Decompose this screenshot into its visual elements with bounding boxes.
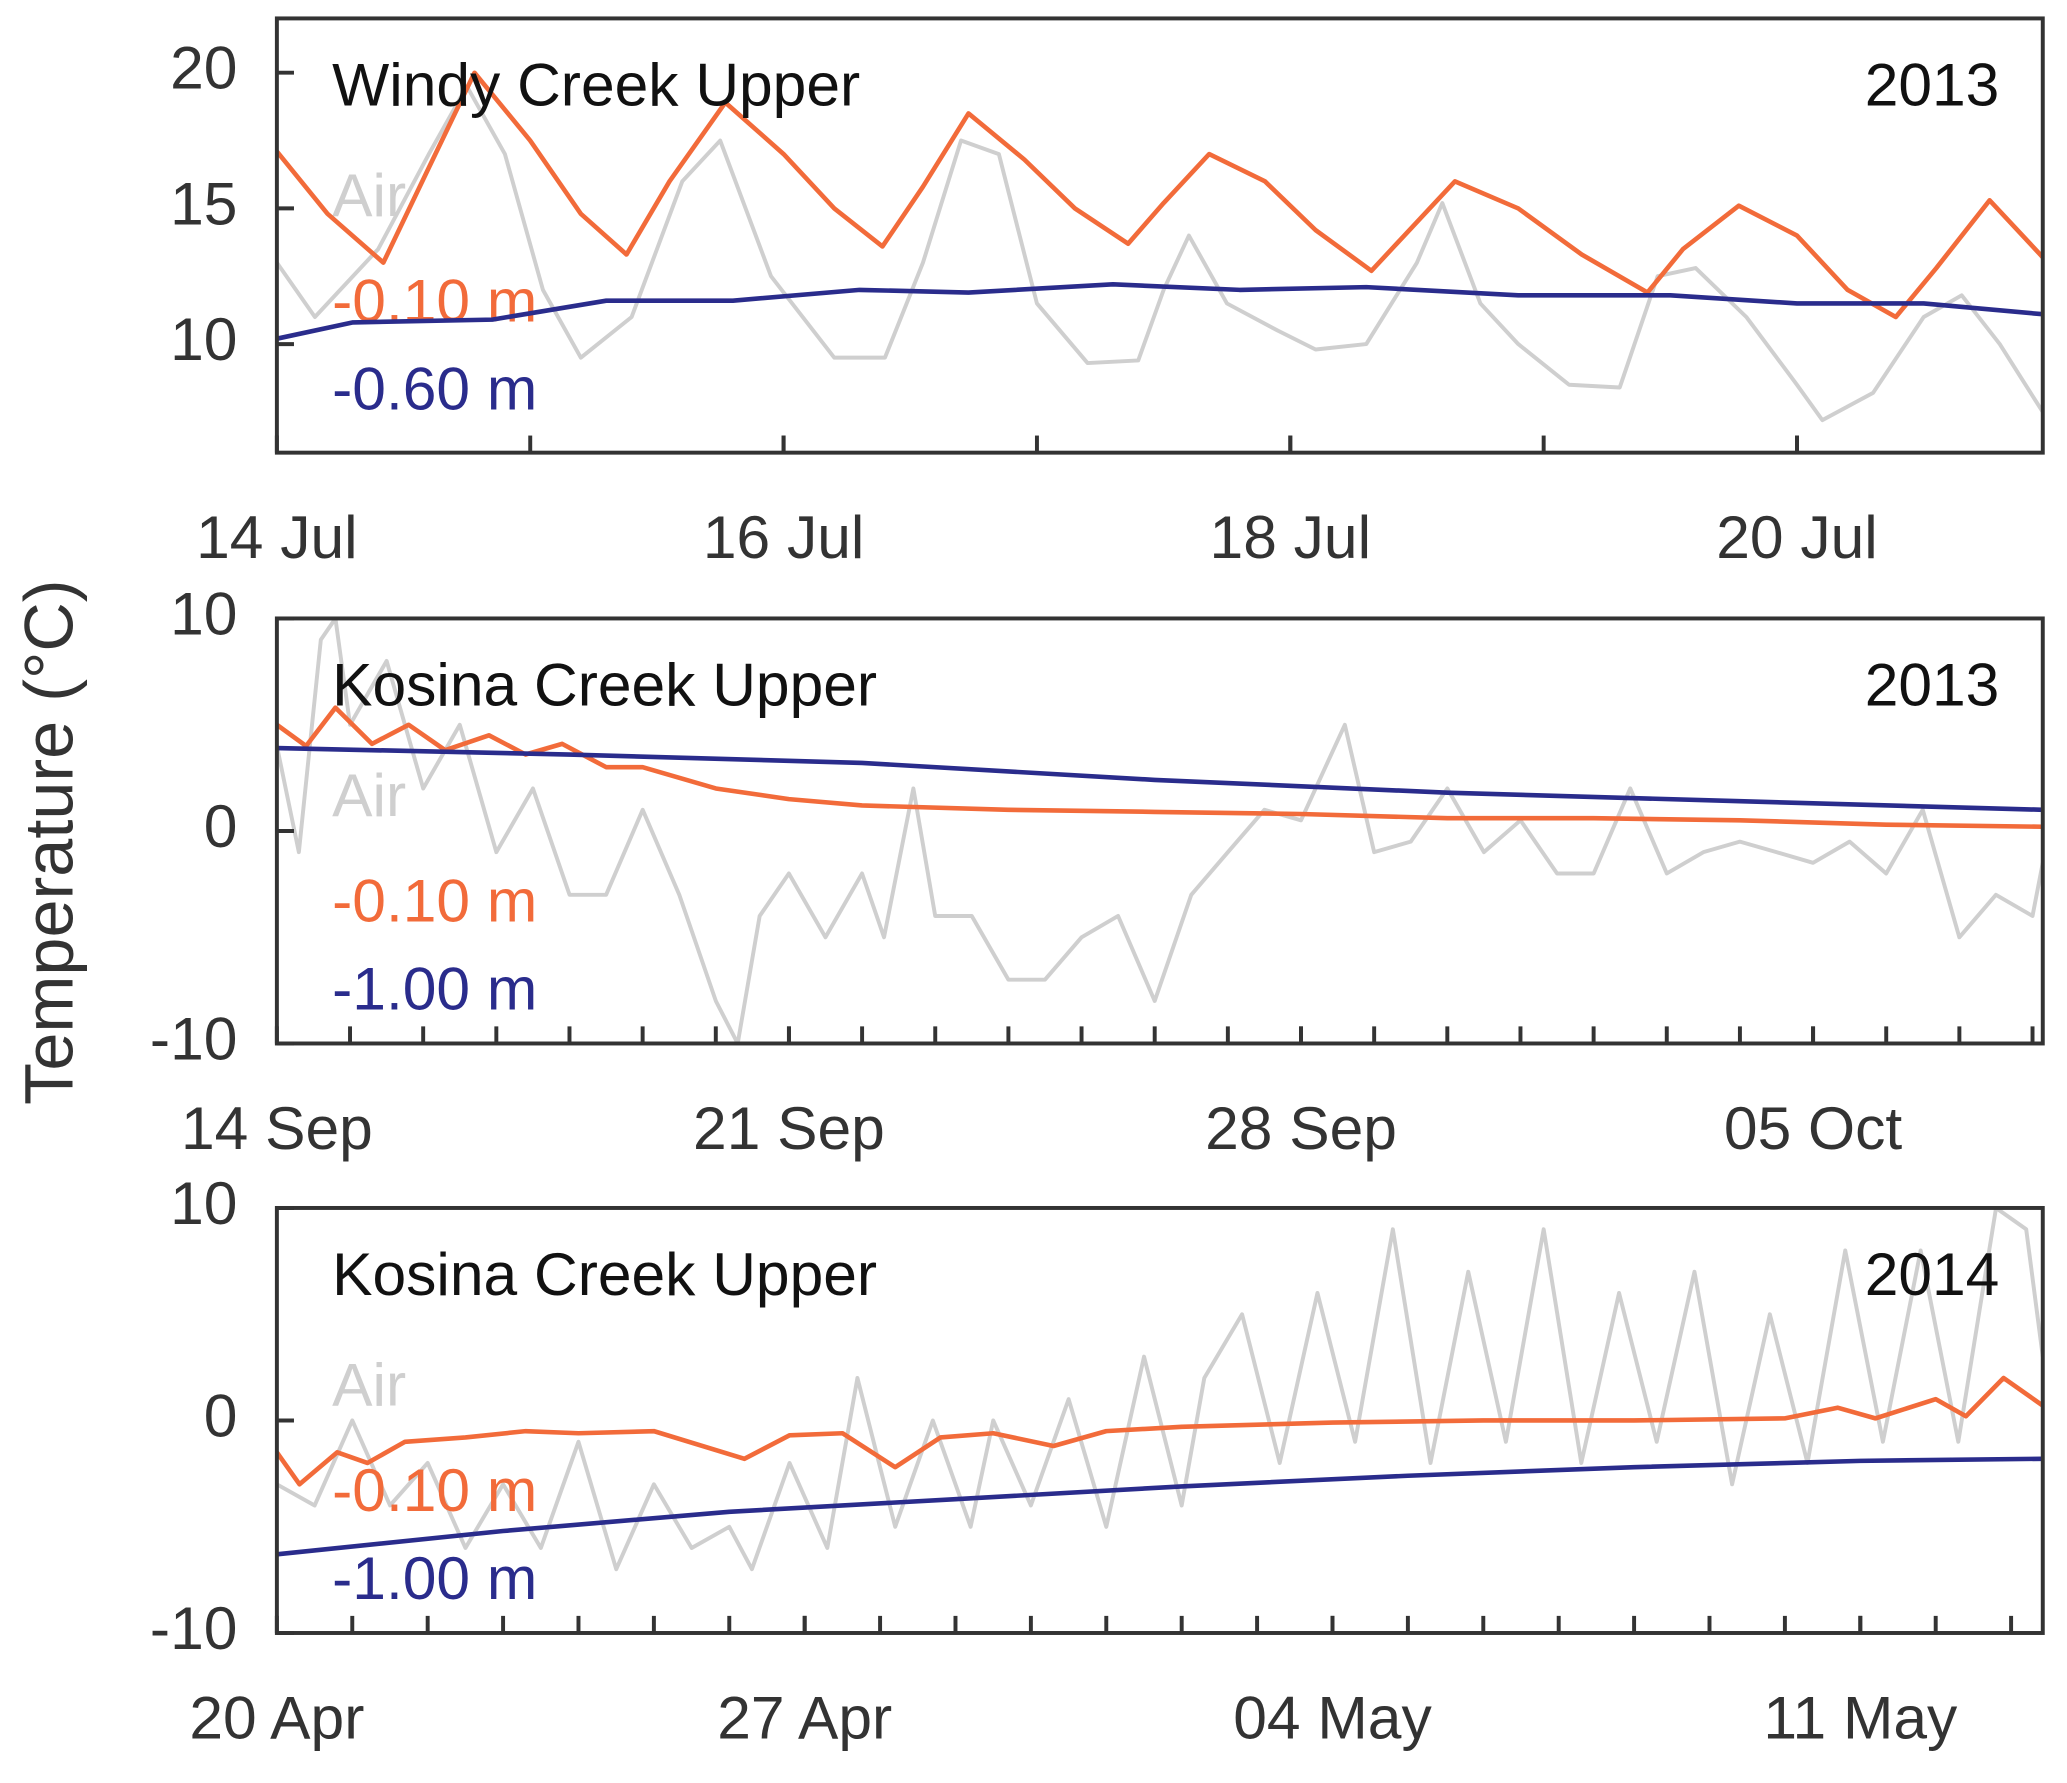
x-tick-label: 27 Apr: [717, 1683, 892, 1751]
y-tick-label: 10: [170, 579, 237, 647]
x-tick-label: 11 May: [1763, 1683, 1958, 1751]
y-tick-label: 10: [170, 305, 237, 373]
x-tick-label: 21 Sep: [693, 1094, 885, 1162]
legend-entry: -0.10 m: [332, 866, 537, 934]
x-tick-label: 20 Jul: [1716, 503, 1877, 571]
y-tick-label: 15: [170, 169, 237, 237]
y-tick-label: 0: [204, 792, 238, 860]
series-line: [276, 282, 2043, 341]
panel-year: 2013: [1865, 650, 2000, 718]
x-tick-label: 14 Jul: [196, 503, 357, 571]
panel-title: Windy Creek Upper: [332, 50, 860, 118]
x-tick-label: 20 Apr: [189, 1683, 364, 1751]
panel-title: Kosina Creek Upper: [332, 1240, 877, 1308]
y-tick-label: 20: [170, 34, 237, 102]
legend-entry: Air: [332, 1351, 406, 1419]
axes-box: [274, 616, 2045, 1046]
series-line: [276, 705, 2043, 830]
series-line: [276, 70, 2043, 320]
x-tick-label: 16 Jul: [703, 503, 864, 571]
y-tick-label: -10: [150, 1594, 237, 1662]
axes-box: [274, 16, 2045, 455]
panel-year: 2013: [1865, 50, 2000, 118]
x-tick-label: 18 Jul: [1210, 503, 1371, 571]
legend-entry: -0.60 m: [332, 354, 537, 422]
y-tick-label: 10: [170, 1169, 237, 1237]
y-axis-label: Temperature (°C): [12, 579, 88, 1104]
y-tick-label: -10: [150, 1004, 237, 1072]
panel-year: 2014: [1865, 1240, 2000, 1308]
x-tick-label: 28 Sep: [1205, 1094, 1397, 1162]
series-line: [276, 745, 2043, 813]
x-tick-label: 04 May: [1233, 1683, 1432, 1751]
x-tick-label: 14 Sep: [181, 1094, 373, 1162]
panel-title: Kosina Creek Upper: [332, 650, 877, 718]
y-tick-label: 0: [204, 1381, 238, 1449]
legend-entry: -0.10 m: [332, 1456, 537, 1524]
series-line: [276, 1375, 2043, 1487]
x-tick-label: 05 Oct: [1724, 1094, 1902, 1162]
axes-box: [274, 1205, 2045, 1635]
legend-entry: -1.00 m: [332, 1544, 537, 1612]
series-line: [276, 1207, 2043, 1572]
legend-entry: Air: [332, 761, 406, 829]
series-line: [276, 84, 2043, 423]
legend-entry: -1.00 m: [332, 954, 537, 1022]
series-line: [276, 618, 2043, 1044]
legend-entry: Air: [332, 161, 406, 229]
series-line: [276, 1456, 2043, 1557]
